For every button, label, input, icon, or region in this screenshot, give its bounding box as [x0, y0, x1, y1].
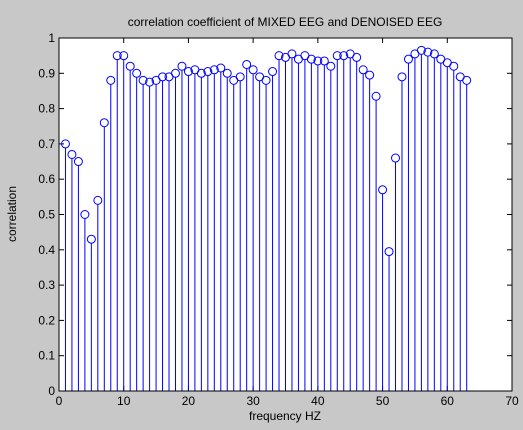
y-tick-label: 0.4: [38, 243, 55, 257]
y-tick-label: 0.3: [38, 278, 55, 292]
stem-marker: [242, 59, 252, 69]
stem-marker: [397, 72, 407, 82]
axes-frame: [58, 37, 513, 392]
stem-marker: [145, 77, 155, 87]
y-tick-label: 0: [48, 384, 55, 398]
stem-marker: [170, 68, 180, 78]
stem-marker: [209, 65, 219, 75]
x-tick-label: 60: [441, 394, 455, 408]
stem-marker: [119, 51, 129, 61]
stem-marker: [416, 45, 426, 55]
stem-marker: [306, 54, 316, 64]
x-tick-label: 10: [117, 394, 131, 408]
stem-marker: [196, 68, 206, 78]
stem-marker: [203, 67, 213, 77]
stem-marker: [93, 195, 103, 205]
stem-marker: [268, 67, 278, 77]
data-series: [60, 45, 472, 391]
y-tick-label: 0.8: [38, 102, 55, 116]
stem-marker: [67, 149, 77, 159]
stem-marker: [384, 247, 394, 257]
y-tick-label: 1: [48, 31, 55, 45]
y-axis-label: correlation: [5, 186, 19, 242]
y-tick-label: 0.6: [38, 172, 55, 186]
stem-marker: [313, 56, 323, 66]
stem-marker: [222, 68, 232, 78]
stem-marker: [326, 61, 336, 71]
y-tick-label: 0.7: [38, 137, 55, 151]
stem-marker: [287, 49, 297, 59]
stem-marker: [132, 68, 142, 78]
stem-marker: [449, 61, 459, 71]
stem-marker: [339, 51, 349, 61]
stem-marker: [248, 65, 258, 75]
x-tick-label: 40: [311, 394, 325, 408]
stem-marker: [106, 75, 116, 85]
stem-marker: [158, 72, 168, 82]
x-tick-label: 0: [56, 394, 63, 408]
x-tick-label: 50: [376, 394, 390, 408]
stem-marker: [391, 153, 401, 163]
stem-marker: [216, 63, 226, 73]
stem-marker: [423, 47, 433, 57]
x-tick-label: 70: [505, 394, 519, 408]
stem-marker: [462, 75, 472, 85]
stem-marker: [378, 185, 388, 195]
stem-marker: [99, 118, 109, 128]
stem-marker: [352, 52, 362, 62]
y-tick-label: 0.9: [38, 66, 55, 80]
stem-marker: [183, 67, 193, 77]
stem-marker: [73, 157, 83, 167]
stem-marker: [403, 54, 413, 64]
stem-marker: [261, 75, 271, 85]
stem-marker: [365, 70, 375, 80]
stem-marker: [112, 51, 122, 61]
stem-marker: [235, 72, 245, 82]
y-tick-label: 0.2: [38, 313, 55, 327]
stem-marker: [86, 234, 96, 244]
stem-marker: [332, 51, 342, 61]
x-tick-label: 30: [246, 394, 260, 408]
x-axis-label: frequency HZ: [249, 409, 321, 423]
stem-marker: [319, 56, 329, 66]
y-tick-label: 0.5: [38, 208, 55, 222]
stem-marker: [429, 49, 439, 59]
stem-marker: [177, 61, 187, 71]
stem-marker: [60, 139, 70, 149]
axis-ticks: 0 10 20 30 40 50 60 70 0 0.1 0.2 0.3 0.4 0.5 0.6 0.7 0.8…: [38, 31, 519, 408]
stem-marker: [371, 91, 381, 101]
stem-marker: [358, 65, 368, 75]
stem-marker: [138, 75, 148, 85]
y-tick-label: 0.1: [38, 349, 55, 363]
x-tick-label: 20: [182, 394, 196, 408]
stem-marker: [274, 51, 284, 61]
stem-marker: [125, 61, 135, 71]
chart-title: correlation coefficient of MIXED EEG and…: [128, 15, 443, 29]
stem-marker: [80, 210, 90, 219]
